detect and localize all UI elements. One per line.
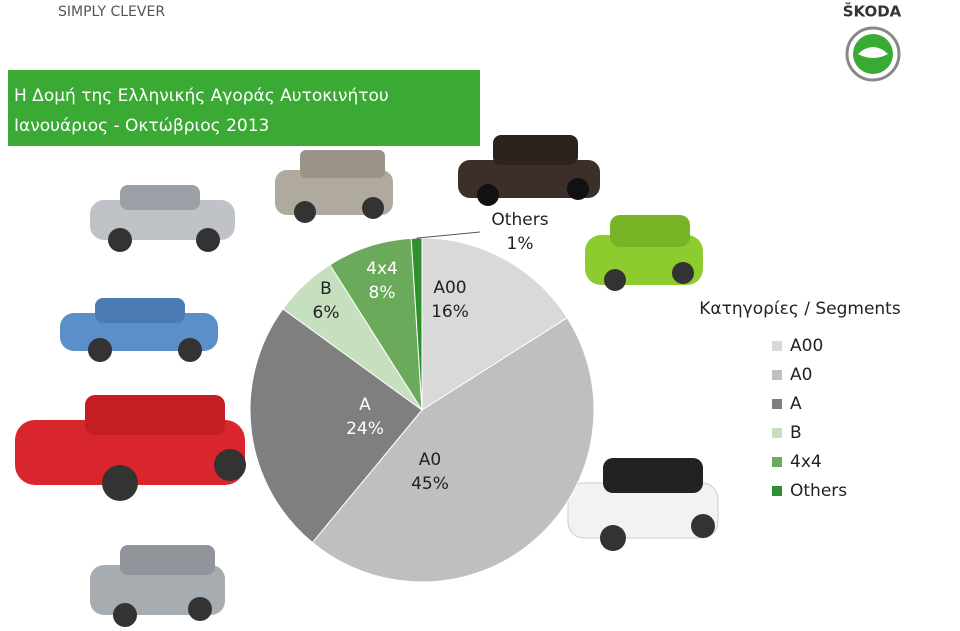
slice-category: A0 bbox=[419, 450, 441, 470]
car-images bbox=[15, 135, 719, 627]
legend-label: Others bbox=[790, 481, 847, 501]
legend-label: 4x4 bbox=[790, 452, 822, 472]
legend-label: B bbox=[790, 423, 802, 443]
slice-value: 24% bbox=[346, 419, 384, 439]
brand: ŠKODA bbox=[843, 2, 902, 21]
legend-label: A0 bbox=[790, 365, 812, 385]
slice-value: 8% bbox=[369, 283, 396, 303]
legend-label: A00 bbox=[790, 336, 823, 356]
legend-label: A bbox=[790, 394, 802, 414]
pie: A00 16% A0 45% A 24% B 6% 4x4 8% Others 1% bbox=[249, 210, 595, 583]
slice-category: B bbox=[320, 279, 332, 299]
slice-category: 4x4 bbox=[366, 259, 398, 279]
leader-line bbox=[416, 231, 481, 239]
legend-swatch bbox=[772, 486, 782, 496]
pie-slice bbox=[311, 317, 595, 583]
legend-title: Κατηγορίες / Segments bbox=[699, 299, 901, 319]
slice-category: A00 bbox=[433, 278, 466, 298]
title-box bbox=[8, 70, 480, 146]
slice-category: Others bbox=[491, 210, 548, 230]
legend-swatch bbox=[772, 457, 782, 467]
legend-swatch bbox=[772, 370, 782, 380]
pie-slice bbox=[421, 237, 568, 411]
chart-subtitle: Ιανουάριος - Οκτώβριος 2013 bbox=[14, 116, 269, 136]
slice-value: 45% bbox=[411, 474, 449, 494]
slice-value: 1% bbox=[507, 234, 534, 254]
slice-value: 6% bbox=[313, 303, 340, 323]
legend-swatch bbox=[772, 341, 782, 351]
pie-slice bbox=[249, 308, 423, 544]
chart-title: Η Δομή της Ελληνικής Αγοράς Αυτοκινήτου bbox=[14, 86, 389, 106]
legend-swatch bbox=[772, 428, 782, 438]
slice-category: A bbox=[359, 395, 371, 415]
slice-value: 16% bbox=[431, 302, 469, 322]
legend-swatch bbox=[772, 399, 782, 409]
tagline: SIMPLY CLEVER bbox=[58, 4, 165, 20]
logo bbox=[845, 26, 901, 82]
legend: A00 A0 AB 4x4 Others bbox=[772, 336, 847, 501]
